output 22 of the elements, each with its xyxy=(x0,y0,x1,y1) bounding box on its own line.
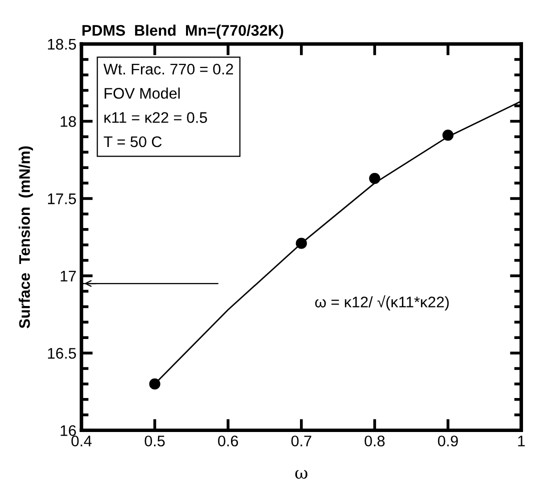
y-tick-label: 16 xyxy=(60,425,76,436)
y-axis-title: Surface Tension (mN/m) xyxy=(18,146,33,328)
y-tick-label: 18.5 xyxy=(48,38,76,50)
y-tick-label: 18 xyxy=(60,116,76,127)
y-tick-label: 16.5 xyxy=(48,348,76,359)
x-tick-label: 0.8 xyxy=(364,436,385,446)
point xyxy=(369,172,380,184)
point xyxy=(149,378,160,390)
x-tick-label: 0.5 xyxy=(144,436,165,446)
y-tick-label: 17 xyxy=(60,270,76,282)
x-tick-label: 1 xyxy=(518,436,525,446)
x-tick-label: 0.4 xyxy=(71,436,92,446)
y-tick-label: 17.5 xyxy=(48,194,76,204)
chart-title: PDMS Blend Mn=(770/32K) xyxy=(82,24,284,39)
point xyxy=(442,130,454,141)
x-tick-label: 0.9 xyxy=(438,436,458,446)
x-tick-label: 0.7 xyxy=(291,436,312,446)
point xyxy=(296,238,307,249)
annotation: ω = κ12/ √(κ11*κ22) xyxy=(315,295,449,310)
x-axis-title: ω xyxy=(295,470,308,479)
x-tick-label: 0.6 xyxy=(218,436,238,446)
annotation: Wt. Frac. 770 = 0.2 FOV Model κ11 = κ22 = 0.5 T = 50 C xyxy=(104,64,234,148)
